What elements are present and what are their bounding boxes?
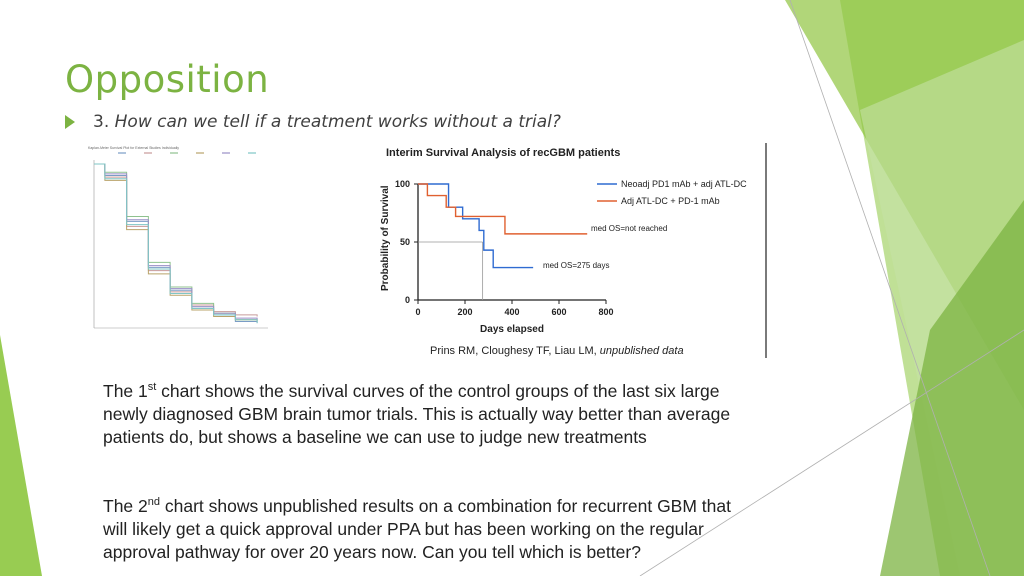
chart2-annotation-not-reached: med OS=not reached [591, 224, 667, 233]
paragraph-first-chart: The 1st chart shows the survival curves … [103, 381, 731, 447]
chart1-series-line-6 [94, 163, 258, 324]
chart2-y-tick-label: 0 [405, 295, 410, 305]
chart1-series-line-1 [94, 163, 258, 324]
deco-line-1 [789, 0, 991, 576]
chart2-credit: Prins RM, Cloughesy TF, Liau LM, unpubli… [430, 345, 684, 357]
chart2-annotation-275: med OS=275 days [543, 261, 609, 270]
chart2-x-tick-label: 800 [598, 307, 613, 317]
chart2-x-tick-label: 0 [415, 307, 420, 317]
chart2-series-line-2 [418, 183, 588, 235]
bullet-question: How can we tell if a treatment works wit… [114, 112, 561, 132]
chart2-y-tick-label: 50 [400, 237, 410, 247]
chart2-legend-label-2: Adj ATL-DC + PD-1 mAb [621, 196, 720, 206]
chart2-x-tick-label: 400 [504, 307, 519, 317]
chart2-x-label: Days elapsed [480, 324, 544, 335]
interim-survival-chart: Interim Survival Analysis of recGBM pati… [368, 143, 768, 358]
chart1-series-line-4 [94, 163, 258, 322]
chart2-y-tick-label: 100 [395, 179, 410, 189]
chart1-title: Kaplan-Meier Survival Plot for External … [88, 146, 179, 150]
chart2-y-label: Probability of Survival [380, 185, 391, 291]
chart2-x-tick-label: 600 [551, 307, 566, 317]
chart2-series-line-1 [418, 183, 534, 269]
deco-line-2 [639, 329, 1024, 576]
chart2-x-tick-label: 200 [457, 307, 472, 317]
bullet-arrow-icon [65, 115, 75, 129]
km-control-groups-chart: Kaplan-Meier Survival Plot for External … [78, 142, 310, 338]
bullet-text: 3. How can we tell if a treatment works … [93, 112, 561, 132]
deco-shape-bottom-left [0, 335, 42, 576]
chart1-series-line-3 [94, 163, 258, 322]
paragraph-second-chart: The 2nd chart shows unpublished results … [103, 496, 731, 562]
chart1-series-line-5 [94, 163, 258, 320]
slide-title: Opposition [65, 58, 270, 101]
chart2-legend-label-1: Neoadj PD1 mAb + adj ATL-DC [621, 179, 747, 189]
bullet-number: 3. [93, 112, 110, 132]
chart2-title: Interim Survival Analysis of recGBM pati… [386, 147, 620, 159]
deco-shape-right-dark [880, 200, 1024, 576]
